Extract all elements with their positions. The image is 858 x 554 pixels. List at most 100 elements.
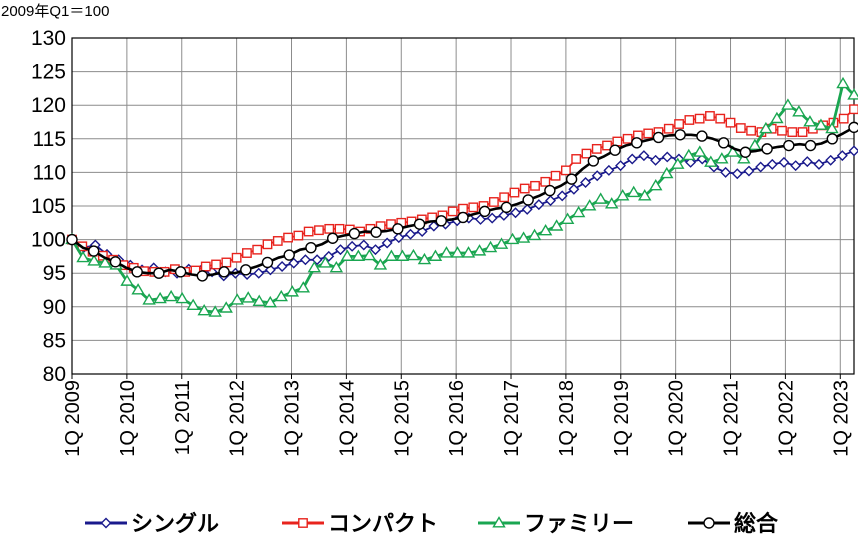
series-marker-square	[315, 226, 323, 234]
series-marker-diamond	[301, 255, 310, 264]
legend-label: シングル	[131, 511, 219, 536]
series-marker-diamond	[371, 245, 380, 254]
series-marker-circle	[219, 267, 229, 277]
series-marker-square	[716, 114, 724, 122]
series-marker-circle	[545, 186, 555, 196]
series-marker-diamond	[744, 167, 753, 176]
series-marker-diamond	[534, 200, 543, 209]
series-marker-circle	[501, 202, 511, 212]
series-marker-square	[788, 128, 796, 136]
series-marker-square	[798, 128, 806, 136]
series-marker-diamond	[348, 242, 357, 251]
legend-item: 総合	[688, 511, 779, 536]
series-marker-square	[500, 193, 508, 201]
series-marker-triangle	[837, 78, 848, 87]
series-marker-circle	[132, 267, 142, 277]
series-marker-circle	[110, 257, 120, 267]
series-marker-square	[294, 231, 302, 239]
series-marker-circle	[284, 250, 294, 260]
series-marker-circle	[154, 268, 164, 278]
series-marker-diamond	[814, 160, 823, 169]
series-marker-square	[562, 166, 570, 174]
series-marker-circle	[567, 174, 577, 184]
series-marker-circle	[704, 518, 714, 528]
series-marker-square	[726, 118, 734, 126]
series-marker-square	[325, 225, 333, 233]
series-marker-diamond	[826, 156, 835, 165]
series-marker-square	[551, 172, 559, 180]
series-marker-diamond	[791, 161, 800, 170]
series-marker-square	[613, 137, 621, 145]
series-marker-circle	[415, 219, 425, 229]
series-marker-diamond	[616, 161, 625, 170]
y-tick-label: 110	[33, 161, 66, 184]
series-2	[67, 78, 858, 316]
series-marker-circle	[241, 265, 251, 275]
series-marker-circle	[349, 229, 359, 239]
legend: シングル コンパクト ファミリー 総合	[85, 511, 779, 536]
legend-item: ファミリー	[478, 511, 634, 536]
series-marker-square	[304, 227, 312, 235]
series-marker-diamond	[569, 185, 578, 194]
series-marker-triangle	[166, 291, 177, 300]
series-marker-square	[675, 120, 683, 128]
series-marker-circle	[849, 122, 858, 132]
series-marker-circle	[176, 267, 186, 277]
series-marker-diamond	[254, 269, 263, 278]
series-marker-circle	[393, 224, 403, 234]
series-marker-square	[469, 203, 477, 211]
series-marker-circle	[523, 195, 533, 205]
x-tick-label: 1Q 2011	[172, 380, 194, 455]
y-tick-label: 105	[31, 195, 66, 218]
series-marker-circle	[827, 134, 837, 144]
series-marker-diamond	[768, 160, 777, 169]
x-tick-label: 1Q 2019	[611, 380, 633, 457]
x-tick-label: 1Q 2020	[666, 380, 688, 457]
series-marker-square	[572, 155, 580, 163]
series-marker-square	[531, 182, 539, 190]
series-marker-diamond	[850, 146, 858, 155]
series-marker-circle	[458, 212, 468, 222]
series-marker-circle	[588, 156, 598, 166]
series-marker-square	[541, 178, 549, 186]
series-marker-circle	[371, 227, 381, 237]
x-tick-label: 1Q 2010	[117, 380, 139, 457]
x-tick-label: 1Q 2021	[721, 380, 743, 457]
series-marker-triangle	[298, 282, 309, 291]
series-marker-circle	[328, 233, 338, 243]
series-marker-square	[747, 127, 755, 135]
series-marker-triangle	[595, 194, 606, 203]
series-marker-square	[695, 114, 703, 122]
series-marker-triangle	[628, 187, 639, 196]
series-marker-square	[840, 114, 848, 122]
series-marker-diamond	[102, 519, 111, 528]
series-marker-square	[490, 198, 498, 206]
series-marker-square	[737, 124, 745, 132]
series-marker-diamond	[406, 230, 415, 239]
series-marker-circle	[610, 145, 620, 155]
series-marker-circle	[632, 138, 642, 148]
legend-label: コンパクト	[328, 511, 438, 536]
x-tick-label: 1Q 2018	[556, 380, 578, 457]
series-marker-diamond	[336, 245, 345, 254]
x-tick-label: 1Q 2012	[227, 380, 249, 457]
series-marker-diamond	[511, 208, 520, 217]
series-marker-square	[335, 225, 343, 233]
series-marker-circle	[697, 131, 707, 141]
series-marker-circle	[740, 147, 750, 157]
series-marker-square	[582, 149, 590, 157]
series-marker-square	[706, 112, 714, 120]
series-marker-circle	[480, 206, 490, 216]
series-marker-square	[212, 260, 220, 268]
series-marker-circle	[306, 243, 316, 253]
y-tick-label: 85	[43, 329, 66, 352]
x-tick-label: 1Q 2016	[446, 380, 468, 457]
series-marker-square	[449, 207, 457, 215]
series-marker-diamond	[581, 178, 590, 187]
x-tick-label: 1Q 2022	[775, 380, 797, 457]
series-marker-circle	[675, 130, 685, 140]
series-layer	[67, 78, 858, 316]
series-marker-square	[459, 204, 467, 212]
